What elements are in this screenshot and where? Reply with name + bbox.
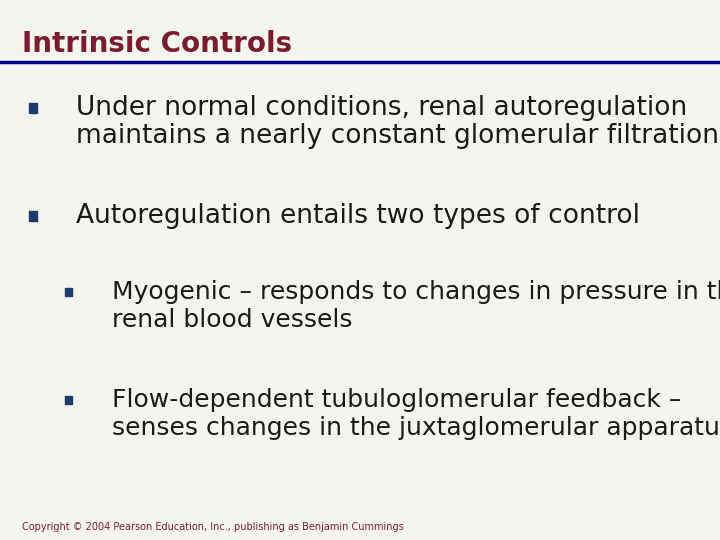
Text: Myogenic – responds to changes in pressure in the: Myogenic – responds to changes in pressu…: [112, 280, 720, 303]
Bar: [65, 287, 72, 296]
Text: Autoregulation entails two types of control: Autoregulation entails two types of cont…: [76, 203, 639, 229]
Text: renal blood vessels: renal blood vessels: [112, 308, 352, 332]
Text: Intrinsic Controls: Intrinsic Controls: [22, 30, 292, 58]
Bar: [29, 211, 37, 221]
Text: Under normal conditions, renal autoregulation: Under normal conditions, renal autoregul…: [76, 95, 687, 121]
Text: senses changes in the juxtaglomerular apparatus: senses changes in the juxtaglomerular ap…: [112, 416, 720, 440]
Text: maintains a nearly constant glomerular filtration rate: maintains a nearly constant glomerular f…: [76, 123, 720, 149]
Text: Copyright © 2004 Pearson Education, Inc., publishing as Benjamin Cummings: Copyright © 2004 Pearson Education, Inc.…: [22, 522, 403, 532]
Text: Flow-dependent tubuloglomerular feedback –: Flow-dependent tubuloglomerular feedback…: [112, 388, 681, 411]
Bar: [29, 103, 37, 113]
Bar: [65, 395, 72, 404]
